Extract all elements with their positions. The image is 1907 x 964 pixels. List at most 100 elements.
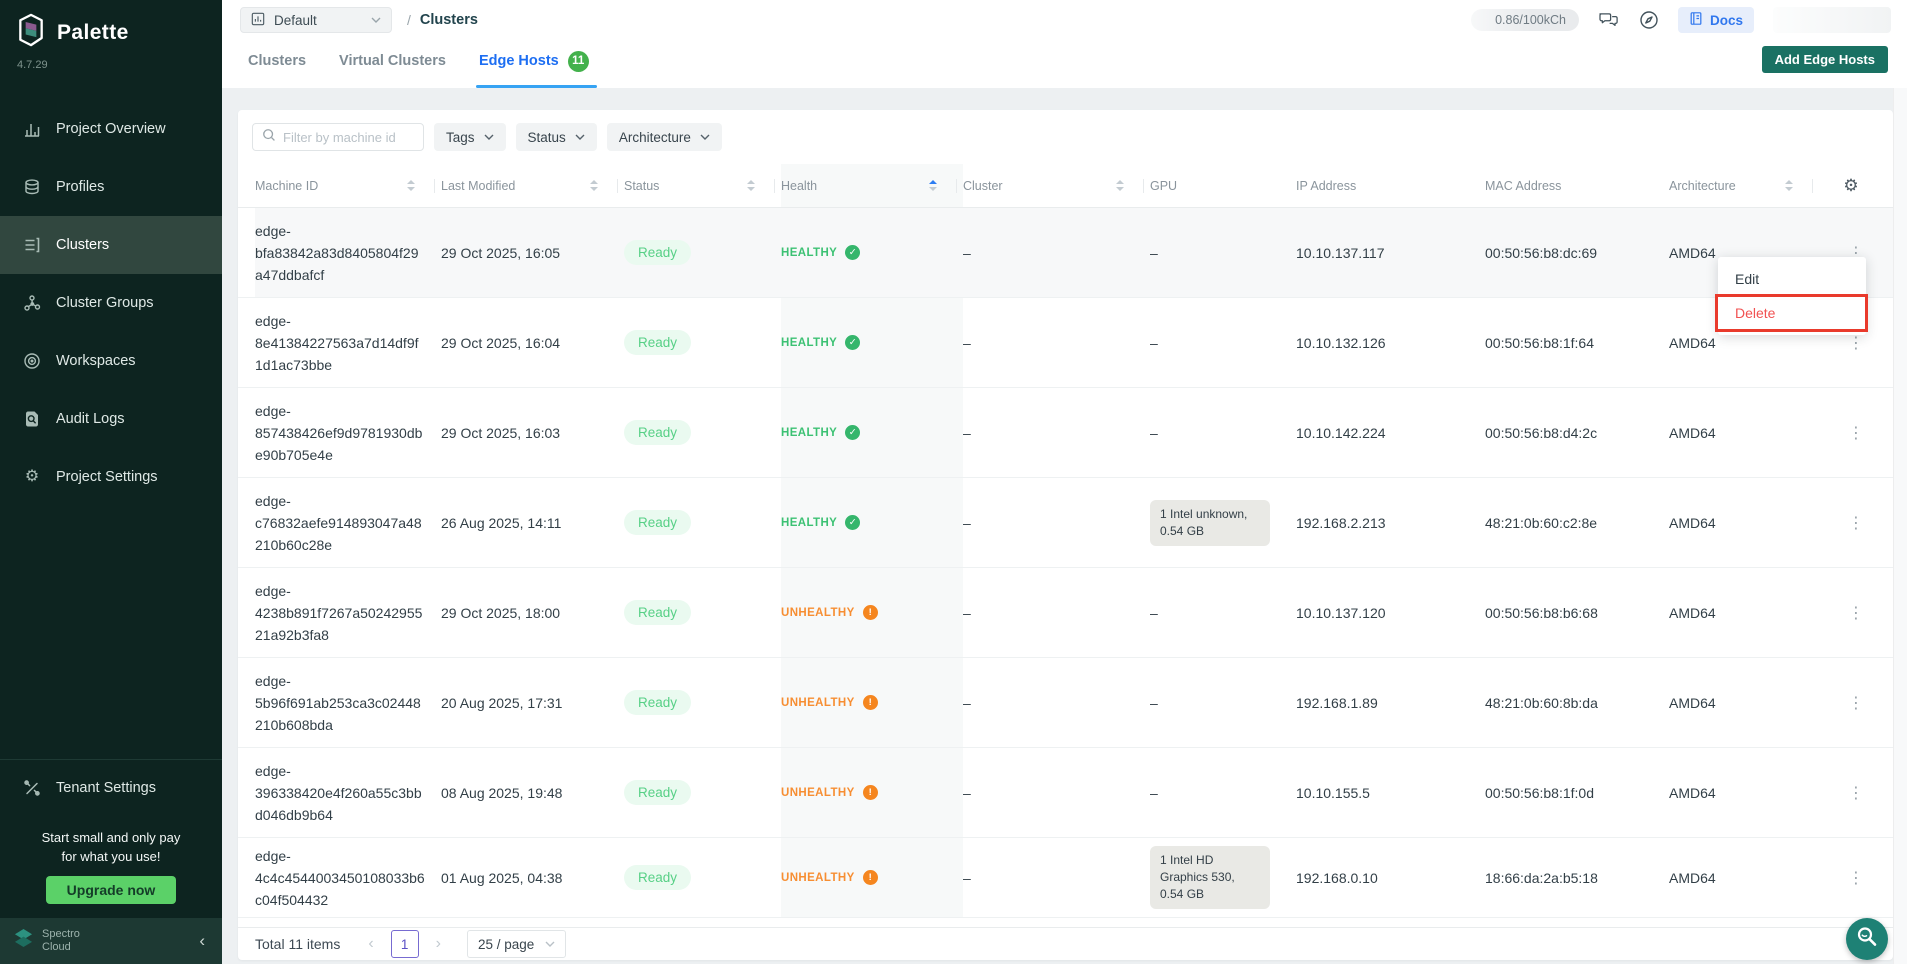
status-badge: Ready [624,240,692,265]
feedback-chat-icon[interactable] [1598,11,1620,29]
sidebar-item-workspaces[interactable]: Workspaces [0,332,222,390]
cell-last-modified: 29 Oct 2025, 18:00 [441,604,561,621]
column-header-last-modified[interactable]: Last Modified [441,164,624,207]
cell-ip-address: 10.10.155.5 [1296,784,1370,801]
row-actions-kebab-icon[interactable]: ⋮ [1848,869,1864,887]
cell-cluster: – [963,869,971,886]
compass-explore-icon[interactable] [1639,10,1659,30]
column-label: Machine ID [255,178,319,193]
status-badge: Ready [624,510,692,535]
row-actions-kebab-icon[interactable]: ⋮ [1848,604,1864,622]
column-header-health[interactable]: Health [781,164,963,207]
column-header-architecture[interactable]: Architecture [1669,164,1819,207]
sidebar-item-project-settings[interactable]: ⚙ Project Settings [0,448,222,506]
tab-clusters[interactable]: Clusters [248,34,306,88]
column-header-ip-address: IP Address [1296,164,1485,207]
list-icon [23,236,41,254]
filter-dropdown-architecture[interactable]: Architecture [606,123,722,151]
table-settings-gear-icon[interactable]: ⚙ [1843,175,1859,195]
cell-ip-address: 10.10.142.224 [1296,424,1386,441]
cell-gpu: – [1150,208,1296,297]
project-selector[interactable]: Default [240,7,392,33]
table-row[interactable]: edge-5b96f691ab253ca3c02448210b608bda 20… [238,658,1893,748]
tab-edge-hosts[interactable]: Edge Hosts 11 [475,34,597,88]
breadcrumb: / Clusters [407,12,478,28]
add-edge-hosts-button[interactable]: Add Edge Hosts [1761,46,1888,73]
cell-health: UNHEALTHY ! [781,748,963,837]
filter-dropdown-tags[interactable]: Tags [434,123,506,151]
sidebar-item-clusters[interactable]: Clusters [0,216,222,274]
cell-gpu: – [1150,424,1158,441]
cell-status: Ready [624,388,781,477]
tabs: Clusters Virtual Clusters Edge Hosts 11 [248,34,622,88]
sidebar-item-label: Profiles [56,179,105,195]
table-row[interactable]: edge-8e41384227563a7d14df9f1d1ac73bbe 29… [238,298,1893,388]
table-row[interactable]: edge-857438426ef9d9781930dbe90b705e4e 29… [238,388,1893,478]
palette-logo[interactable]: Palette [0,0,222,52]
table-row[interactable]: edge-396338420e4f260a55c3bbd046db9b64 08… [238,748,1893,838]
table-row[interactable]: edge-c76832aefe914893047a48210b60c28e 26… [238,478,1893,568]
sidebar-item-audit-logs[interactable]: Audit Logs [0,390,222,448]
row-actions-kebab-icon[interactable]: ⋮ [1848,784,1864,802]
prev-page-button[interactable]: ‹ [368,935,374,952]
sort-carets-icon[interactable] [747,180,755,191]
scrollbar-track[interactable] [1893,88,1907,964]
sort-carets-icon[interactable] [1116,180,1124,191]
filter-dropdown-status[interactable]: Status [515,123,597,151]
docs-label: Docs [1709,12,1743,28]
health-status-icon: ✓ [845,335,861,350]
sidebar-item-label: Project Settings [56,469,158,485]
sort-carets-icon[interactable] [929,180,937,191]
sort-carets-icon[interactable] [1785,180,1793,191]
cell-cluster: – [963,604,971,621]
cell-ip-address: 192.168.2.213 [1296,514,1386,531]
row-actions-kebab-icon[interactable]: ⋮ [1848,694,1864,712]
cell-mac-address: 00:50:56:b8:dc:69 [1485,208,1669,297]
cell-status: Ready [624,478,781,567]
column-header-actions: ⚙ [1819,164,1893,207]
cell-health: HEALTHY ✓ [781,208,963,297]
docs-button[interactable]: Docs [1677,7,1754,33]
sidebar-item-project-overview[interactable]: Project Overview [0,100,222,158]
sidebar-item-profiles[interactable]: Profiles [0,158,222,216]
sort-carets-icon[interactable] [590,180,598,191]
table-row[interactable]: edge-bfa83842a83d8405804f29a47ddbafcf 29… [238,208,1893,298]
sort-carets-icon[interactable] [407,180,415,191]
upgrade-promo: Start small and only pay for what you us… [0,815,222,904]
page-number-button[interactable]: 1 [390,930,419,958]
column-header-machine-id[interactable]: Machine ID [255,164,441,207]
tab-virtual-clusters[interactable]: Virtual Clusters [339,34,446,88]
search-input[interactable] [283,129,414,145]
column-label: Last Modified [441,178,516,193]
row-actions-kebab-icon[interactable]: ⋮ [1848,424,1864,442]
column-header-cluster[interactable]: Cluster [963,164,1150,207]
nodes-icon [23,294,41,312]
sidebar-bottom: Tenant Settings Start small and only pay… [0,759,222,964]
menu-item-delete[interactable]: Delete [1735,305,1776,321]
cell-gpu: 1 Intel HD Graphics 530, 0.54 GB [1150,838,1296,917]
column-label: IP Address [1296,178,1357,193]
table-row[interactable]: edge-4c4c4544003450108033b6c04f504432 01… [238,838,1893,918]
user-menu-redacted[interactable] [1773,7,1891,33]
machine-id-filter[interactable] [252,123,424,151]
sidebar-item-tenant-settings[interactable]: Tenant Settings [0,759,222,815]
collapse-sidebar-button[interactable]: ‹ [199,931,205,950]
row-actions-kebab-icon[interactable]: ⋮ [1848,334,1864,352]
upgrade-now-button[interactable]: Upgrade now [45,876,177,904]
help-search-fab[interactable] [1846,918,1888,960]
column-header-status[interactable]: Status [624,164,781,207]
cell-ip-address: 10.10.137.120 [1296,604,1386,621]
table-row[interactable]: edge-4238b891f7267a5024295521a92b3fa8 29… [238,568,1893,658]
sidebar-item-cluster-groups[interactable]: Cluster Groups [0,274,222,332]
menu-item-edit[interactable]: Edit [1735,271,1760,287]
cell-health: UNHEALTHY ! [781,838,963,917]
palette-logo-icon [15,13,47,52]
next-page-button[interactable]: › [435,935,441,952]
status-badge: Ready [624,690,692,715]
cell-actions: ⋮ [1819,568,1893,657]
breadcrumb-separator: / [407,12,411,28]
page-size-select[interactable]: 25 / page [467,930,567,958]
row-actions-kebab-icon[interactable]: ⋮ [1848,514,1864,532]
cell-mac-address: 00:50:56:b8:d4:2c [1485,424,1598,441]
health-status-icon: ! [862,605,878,620]
